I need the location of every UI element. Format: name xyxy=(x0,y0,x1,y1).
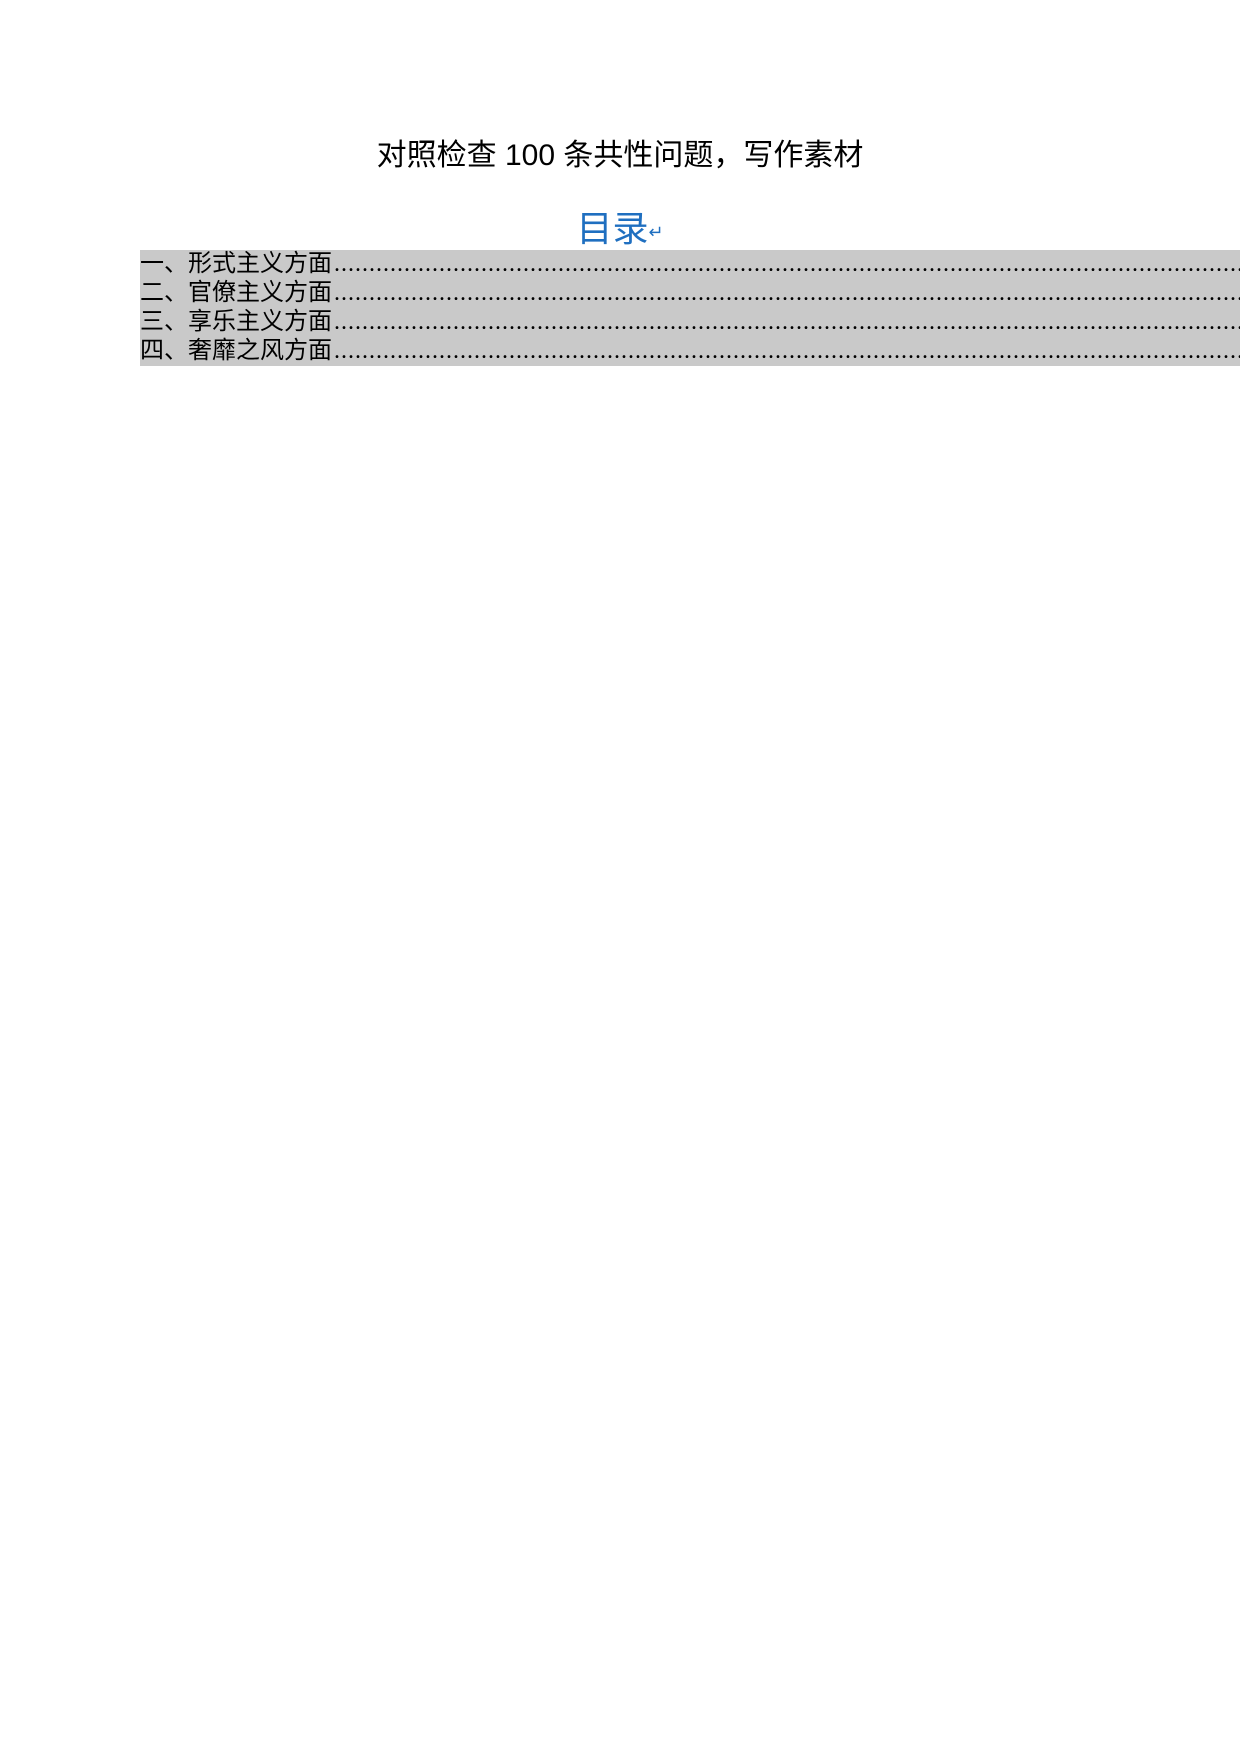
toc-entry-label: 四、奢靡之风方面 xyxy=(140,337,334,366)
toc-entry[interactable]: 一、形式主义方面 ...............................… xyxy=(140,250,1240,279)
toc-entry[interactable]: 二、官僚主义方面 ...............................… xyxy=(140,279,1240,308)
toc-container: 一、形式主义方面 ...............................… xyxy=(140,250,1240,366)
toc-entry[interactable]: 四、奢靡之风方面 ...............................… xyxy=(140,337,1240,366)
toc-entry-leader: ........................................… xyxy=(334,308,1240,337)
toc-entry-label: 一、形式主义方面 xyxy=(140,250,334,279)
toc-entry-leader: ........................................… xyxy=(334,250,1240,279)
toc-entry-leader: ........................................… xyxy=(334,279,1240,308)
toc-entry-label: 二、官僚主义方面 xyxy=(140,279,334,308)
page-title: 对照检查 100 条共性问题，写作素材 xyxy=(0,130,1240,174)
toc-heading: 目录↵ xyxy=(0,200,1240,252)
toc-entry[interactable]: 三、享乐主义方面 ...............................… xyxy=(140,308,1240,337)
paragraph-marker-icon: ↵ xyxy=(648,222,663,242)
toc-heading-text: 目录 xyxy=(576,209,648,249)
toc-entry-leader: ........................................… xyxy=(334,337,1240,366)
toc-entry-label: 三、享乐主义方面 xyxy=(140,308,334,337)
